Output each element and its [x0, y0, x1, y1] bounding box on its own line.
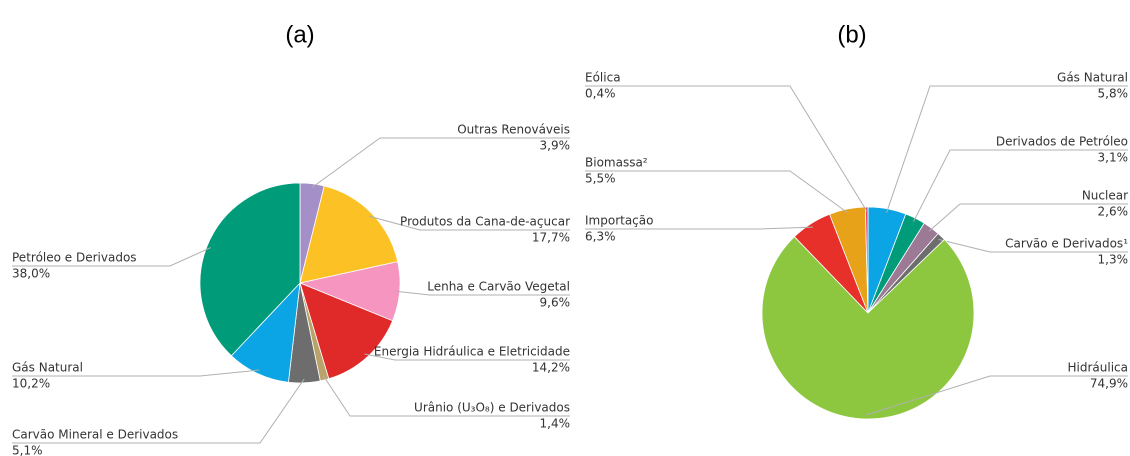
slice-label: Derivados de Petróleo	[996, 135, 1128, 149]
value-label: 1,3%	[1098, 253, 1129, 267]
leader-line	[311, 137, 570, 189]
slice-label: Biomassa²	[585, 156, 648, 170]
value-label: 2,6%	[1098, 205, 1129, 219]
value-label: 10,2%	[12, 377, 50, 391]
leader-line	[12, 247, 211, 267]
leader-line	[585, 226, 814, 230]
leader-line	[364, 353, 570, 361]
slice-label: Importação	[585, 214, 653, 228]
value-label: 5,1%	[12, 444, 43, 456]
leader-line	[928, 203, 1128, 232]
slice-label: Petróleo e Derivados	[12, 251, 137, 265]
chart-title: (a)	[285, 21, 314, 48]
value-label: 6,3%	[585, 230, 616, 244]
slice-label: Produtos da Cana-de-açucar	[400, 215, 570, 229]
leader-line	[865, 375, 1128, 416]
slice-label: Carvão e Derivados¹	[1005, 237, 1128, 251]
slice-label: Energia Hidráulica e Eletricidade	[374, 345, 570, 359]
slice-label: Carvão Mineral e Derivados	[12, 428, 178, 442]
leader-line	[395, 290, 570, 296]
slice-label: Nuclear	[1082, 189, 1128, 203]
value-label: 1,4%	[540, 417, 571, 431]
leader-line	[938, 238, 1128, 253]
slice-label: Urânio (U₃O₈) e Derivados	[414, 401, 570, 415]
value-label: 74,9%	[1090, 377, 1128, 391]
pie-slice	[299, 185, 399, 284]
slice-label: Gás Natural	[12, 361, 83, 375]
value-label: 5,8%	[1098, 87, 1129, 101]
value-label: 3,9%	[540, 139, 571, 153]
value-label: 17,7%	[532, 231, 570, 245]
leader-line	[585, 170, 849, 214]
pie-slice	[864, 206, 869, 314]
slice-label: Gás Natural	[1057, 71, 1128, 85]
value-label: 0,4%	[585, 87, 616, 101]
slice-label: Hidráulica	[1068, 361, 1129, 375]
leader-line	[323, 375, 570, 417]
chart-title: (b)	[837, 21, 866, 48]
value-label: 38,0%	[12, 267, 50, 281]
value-label: 9,6%	[540, 296, 571, 310]
slice-label: Lenha e Carvão Vegetal	[427, 280, 570, 294]
leader-line	[585, 85, 868, 212]
leader-line	[886, 85, 1128, 213]
leader-line	[12, 369, 260, 377]
leader-line	[368, 215, 570, 231]
slice-label: Outras Renováveis	[457, 123, 570, 137]
slice-label: Eólica	[585, 71, 621, 85]
leader-line	[12, 378, 305, 444]
pie-slice	[199, 182, 301, 357]
pie-slice	[761, 236, 975, 420]
value-label: 14,2%	[532, 361, 570, 375]
value-label: 3,1%	[1098, 151, 1129, 165]
value-label: 5,5%	[585, 172, 616, 186]
leader-line	[913, 149, 1128, 222]
